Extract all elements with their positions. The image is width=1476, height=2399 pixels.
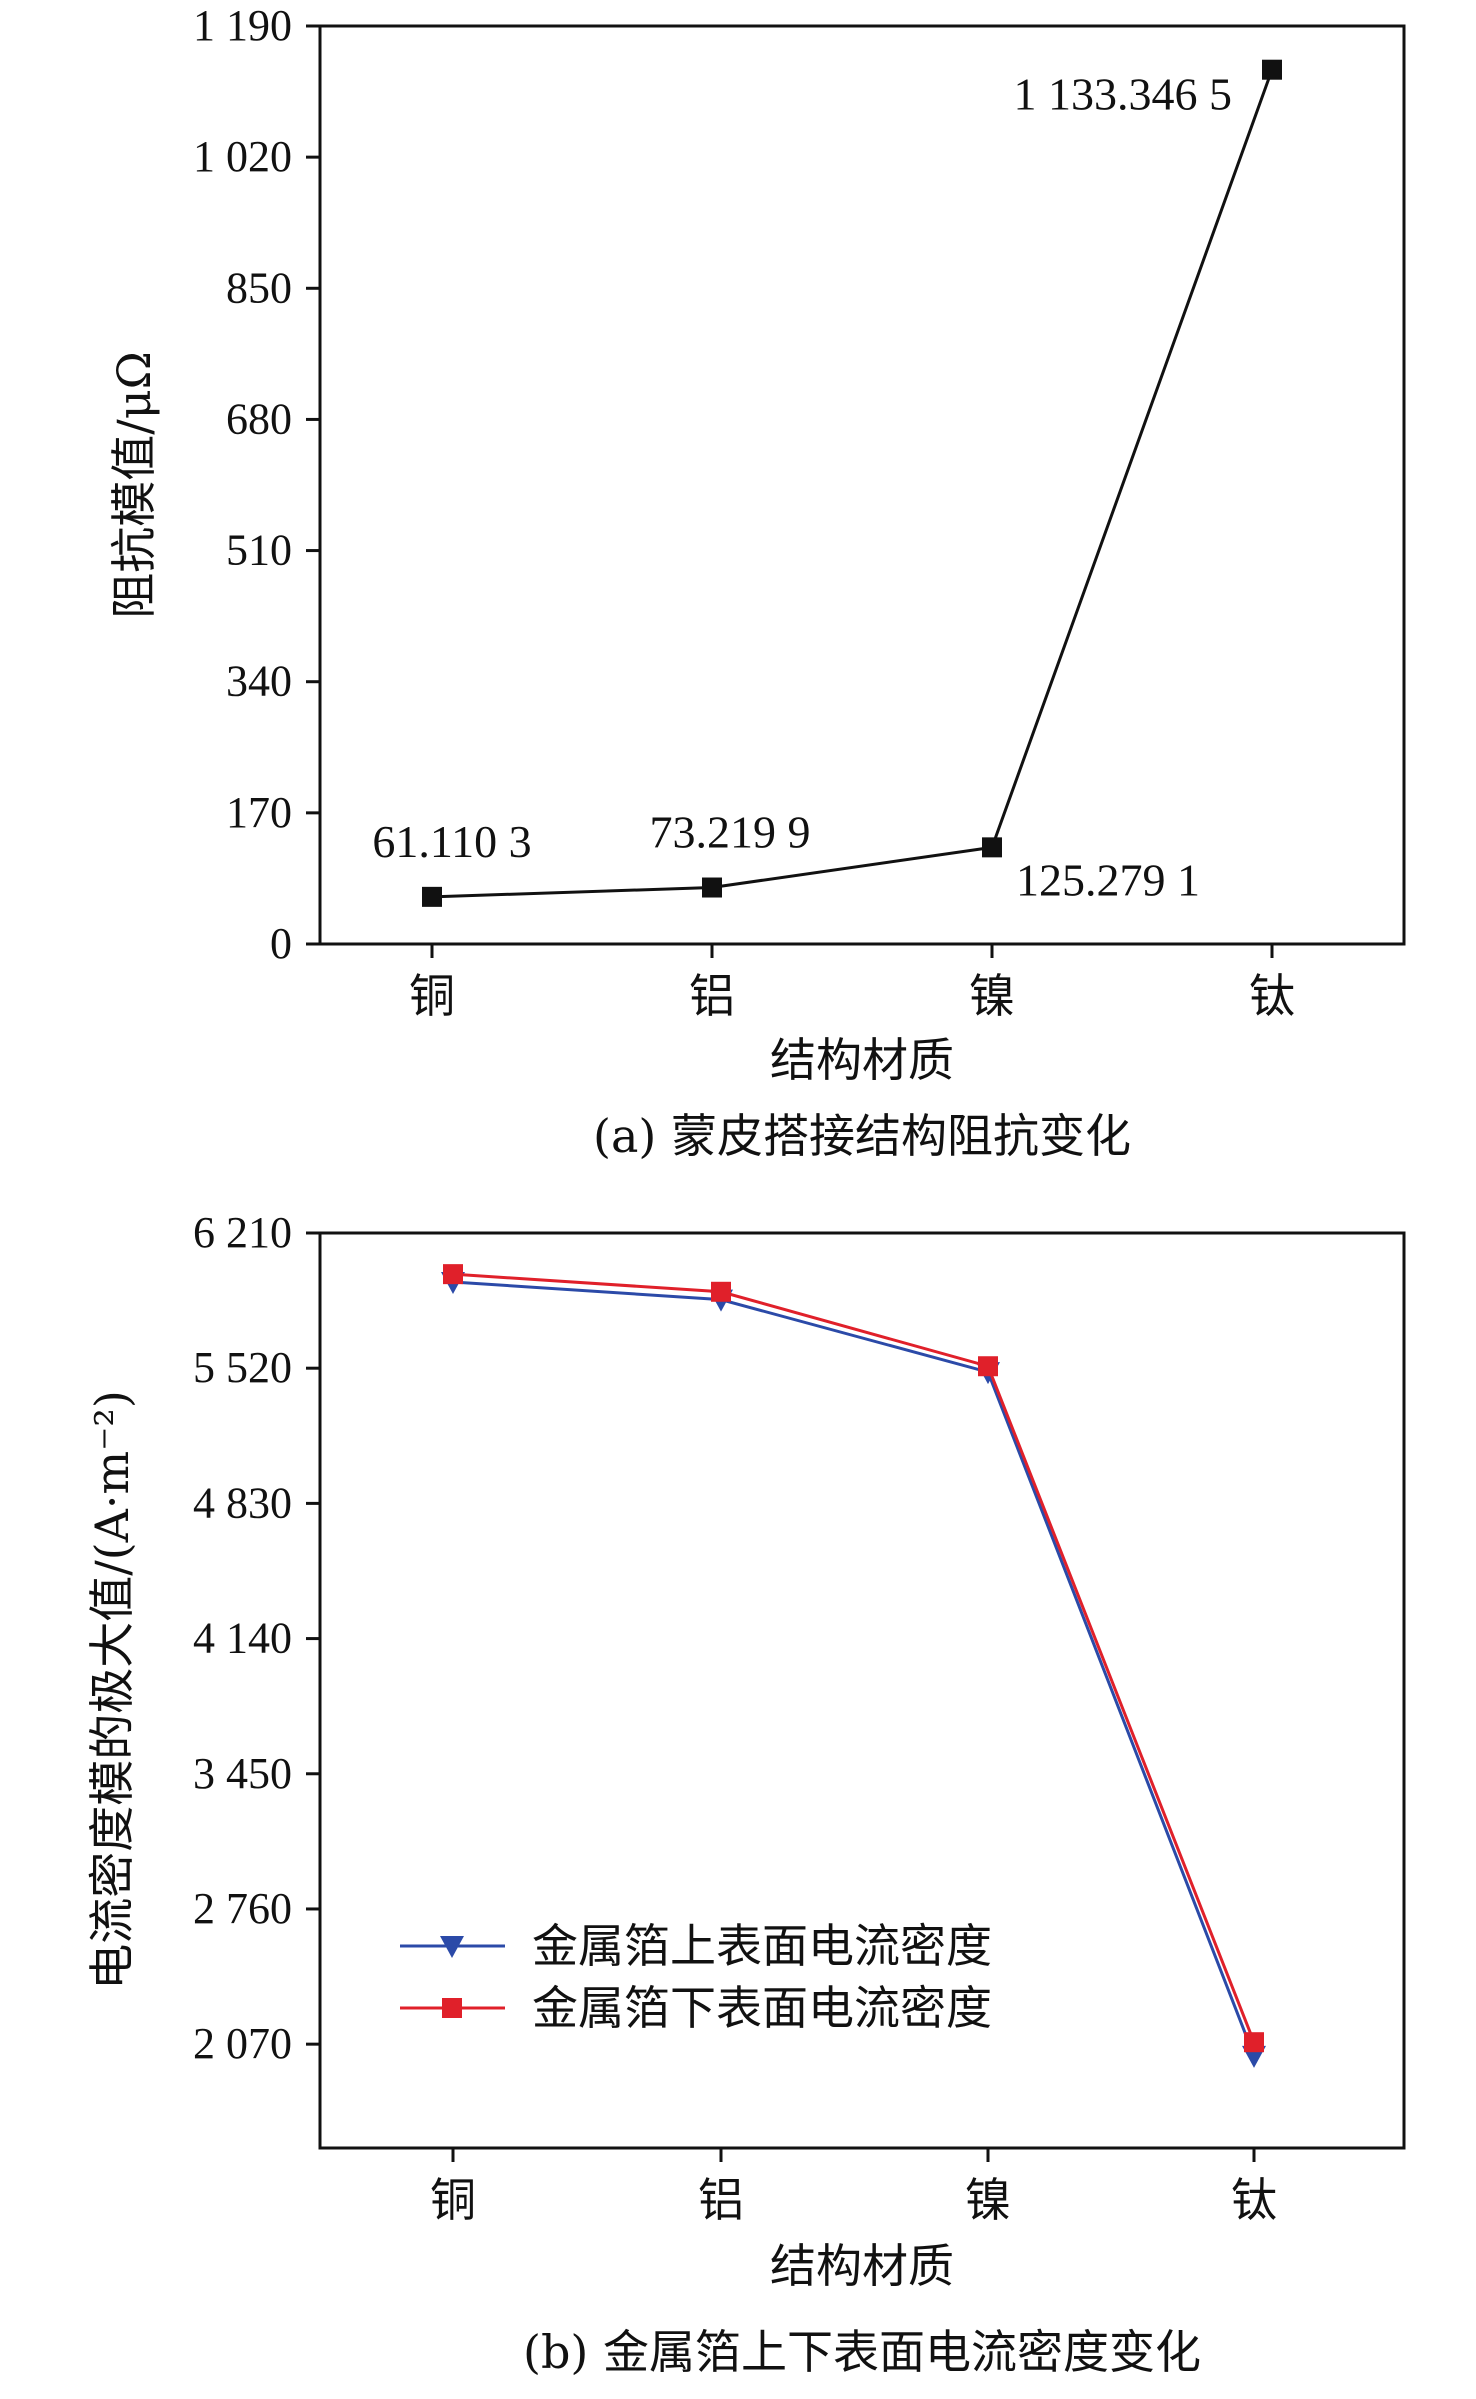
legend-entry: 金属箔下表面电流密度 — [532, 1981, 992, 2035]
data-point — [1262, 59, 1282, 80]
x-tick-label: 铜 — [430, 2173, 476, 2227]
data-label: 73.219 9 — [650, 807, 811, 858]
series-line — [452, 1272, 1256, 2043]
series-line — [452, 1280, 1256, 2057]
chart-a-impedance: 0 170 340 510 680 850 1 020 1 190 铜 铝 镍 钛 61.110 3… — [107, 1, 1406, 1163]
y-tick-label: 3 450 — [193, 1749, 292, 1798]
chart-a-x-axis-title: 结构材质 — [770, 1033, 954, 1087]
y-tick-label: 170 — [226, 788, 292, 837]
legend-marker — [442, 1998, 462, 2018]
legend-marker — [440, 1936, 464, 1958]
data-point — [443, 1264, 463, 1285]
data-label: 125.279 1 — [1016, 854, 1200, 905]
chart-b-series — [441, 1264, 1266, 2068]
y-tick-label: 680 — [226, 394, 292, 443]
legend-entry: 金属箔上表面电流密度 — [532, 1919, 992, 1973]
chart-b-x-axis-title: 结构材质 — [770, 2239, 954, 2293]
x-tick-label: 镍 — [965, 2173, 1011, 2227]
data-point — [702, 877, 722, 898]
data-point — [978, 1356, 998, 1377]
y-tick-label: 2 070 — [193, 2019, 292, 2068]
chart-a-series — [422, 59, 1282, 907]
y-tick-label: 850 — [226, 263, 292, 312]
data-point — [982, 837, 1002, 858]
x-tick-label: 钛 — [1249, 969, 1295, 1023]
chart-a-y-axis-title: 阻抗模值/μΩ — [107, 351, 161, 619]
chart-b-caption: (b) 金属箔上下表面电流密度变化 — [523, 2325, 1201, 2379]
y-tick-label: 2 760 — [193, 1884, 292, 1933]
x-tick-label: 钛 — [1231, 2173, 1277, 2227]
x-tick-label: 镍 — [969, 969, 1015, 1023]
y-tick-label: 1 020 — [193, 132, 292, 181]
chart-a-y-axis: 0 170 340 510 680 850 1 020 1 190 — [193, 1, 320, 968]
x-tick-label: 铝 — [689, 969, 735, 1023]
y-tick-label: 4 140 — [193, 1614, 292, 1663]
chart-b-x-axis: 铜铝镍钛 — [430, 2148, 1277, 2227]
y-tick-label: 0 — [270, 919, 292, 968]
chart-a-x-axis: 铜铝镍钛 — [409, 944, 1295, 1023]
data-point — [1244, 2032, 1264, 2053]
data-point — [711, 1281, 731, 1302]
chart-a-caption: (a) 蒙皮搭接结构阻抗变化 — [593, 1109, 1131, 1163]
chart-b-plot-frame — [318, 1231, 1406, 2150]
data-label: 1 133.346 5 — [1014, 69, 1233, 120]
chart-b-current-density: 2 070 2 760 3 450 4 140 4 830 5 520 6 210 铜 铝 镍 钛… — [85, 1208, 1406, 2379]
chart-b-y-axis: 2 070 2 760 3 450 4 140 4 830 5 520 6 210 — [193, 1208, 320, 2068]
data-point — [422, 886, 442, 907]
x-tick-label: 铜 — [409, 969, 455, 1023]
y-tick-label: 340 — [226, 657, 292, 706]
y-tick-label: 510 — [226, 526, 292, 575]
data-label: 61.110 3 — [372, 816, 531, 867]
x-tick-label: 铝 — [698, 2173, 744, 2227]
y-tick-label: 4 830 — [193, 1478, 292, 1527]
chart-b-y-axis-title: 电流密度模的极大值/(A·m⁻²) — [85, 1390, 139, 1990]
y-tick-label: 6 210 — [193, 1208, 292, 1257]
chart-a-plot-frame — [318, 24, 1406, 946]
y-tick-label: 5 520 — [193, 1343, 292, 1392]
chart-a-data-labels: 61.110 3 73.219 9 125.279 1 1 133.346 5 — [372, 69, 1232, 906]
y-tick-label: 1 190 — [193, 1, 292, 50]
series-line — [431, 69, 1274, 899]
